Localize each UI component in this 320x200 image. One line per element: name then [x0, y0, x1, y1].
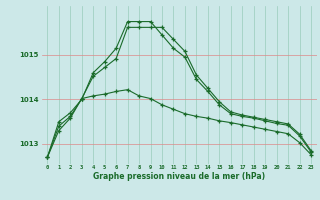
X-axis label: Graphe pression niveau de la mer (hPa): Graphe pression niveau de la mer (hPa): [93, 172, 265, 181]
